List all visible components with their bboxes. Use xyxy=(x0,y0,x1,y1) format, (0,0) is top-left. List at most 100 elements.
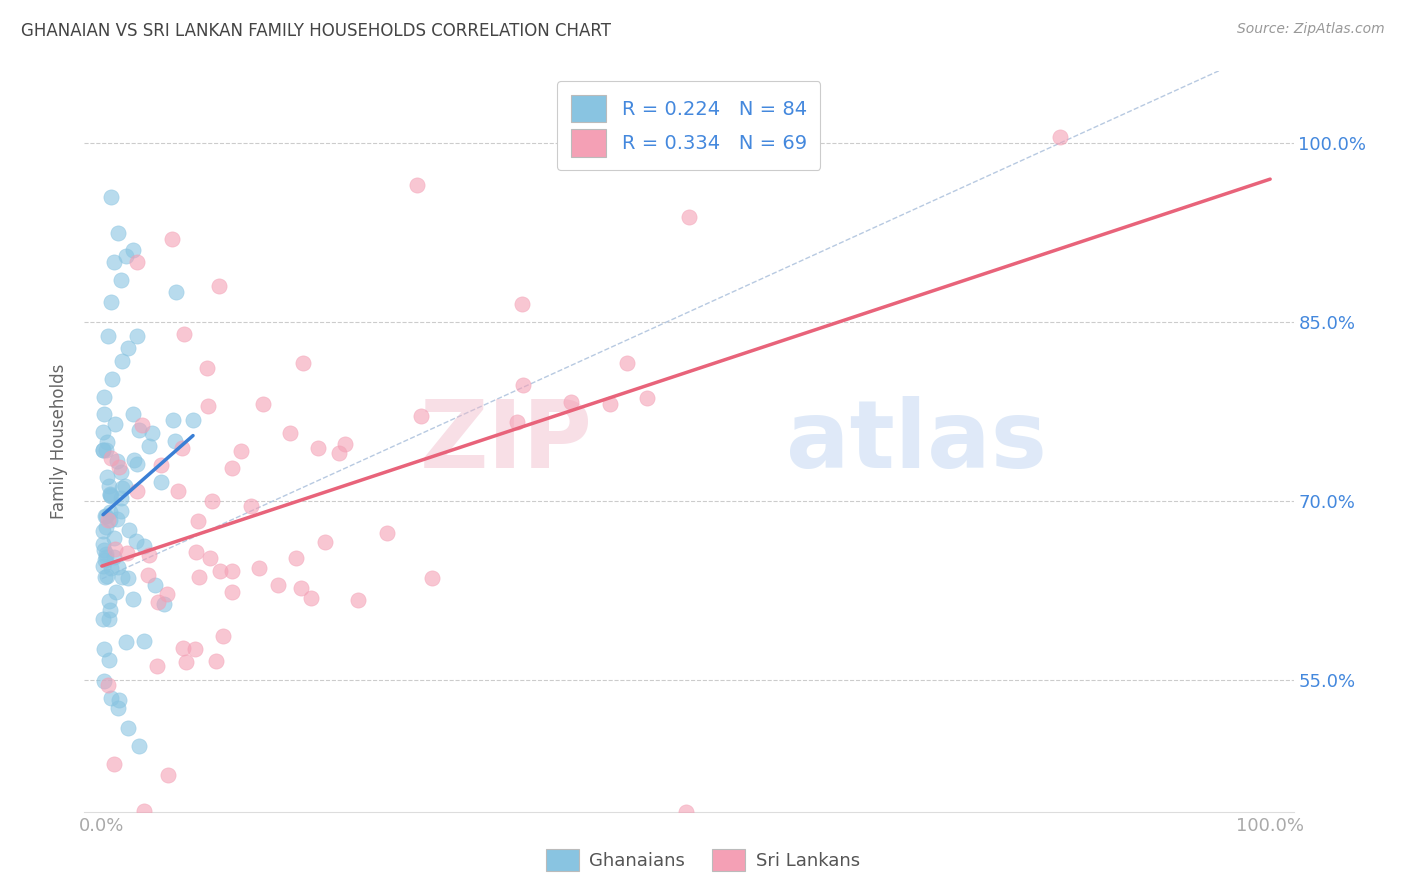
Point xyxy=(299,591,322,605)
Point xyxy=(328,446,350,460)
Point xyxy=(616,356,638,370)
Point xyxy=(91,537,114,551)
Point xyxy=(93,543,115,558)
Point xyxy=(128,423,150,437)
Text: GHANAIAN VS SRI LANKAN FAMILY HOUSEHOLDS CORRELATION CHART: GHANAIAN VS SRI LANKAN FAMILY HOUSEHOLDS… xyxy=(21,22,612,40)
Point xyxy=(184,641,207,656)
Point xyxy=(93,553,115,567)
Point xyxy=(375,525,398,540)
Legend: Ghanaians, Sri Lankans: Ghanaians, Sri Lankans xyxy=(538,842,868,879)
Point xyxy=(91,612,114,626)
Point xyxy=(91,443,114,458)
Point xyxy=(105,585,128,599)
Point xyxy=(212,629,235,643)
Point xyxy=(138,439,160,453)
Point xyxy=(134,539,156,553)
Point xyxy=(239,500,262,514)
Point xyxy=(290,822,312,837)
Point xyxy=(510,296,533,310)
Point xyxy=(173,327,195,342)
Point xyxy=(125,533,148,548)
Point xyxy=(100,489,122,503)
Point xyxy=(122,453,145,467)
Point xyxy=(231,444,253,458)
Point xyxy=(675,805,697,819)
Point xyxy=(110,273,132,287)
Point xyxy=(115,250,138,264)
Point xyxy=(170,441,193,455)
Point xyxy=(138,548,160,562)
Point xyxy=(107,559,129,574)
Point xyxy=(506,415,529,429)
Point xyxy=(91,442,114,457)
Point xyxy=(292,356,315,370)
Point xyxy=(97,513,120,527)
Point xyxy=(148,595,170,609)
Point xyxy=(98,594,121,608)
Point xyxy=(101,372,124,386)
Point xyxy=(94,550,117,565)
Point xyxy=(197,399,219,413)
Point xyxy=(125,458,148,472)
Point xyxy=(307,441,329,455)
Point xyxy=(104,541,127,556)
Point xyxy=(110,491,132,506)
Point xyxy=(125,255,148,269)
Point xyxy=(110,465,132,479)
Text: ZIP: ZIP xyxy=(419,395,592,488)
Point xyxy=(98,479,121,493)
Point xyxy=(110,569,132,583)
Point xyxy=(103,757,125,772)
Point xyxy=(98,487,121,501)
Point xyxy=(132,804,155,818)
Point xyxy=(141,425,163,440)
Point xyxy=(96,470,118,484)
Point xyxy=(94,570,117,584)
Point xyxy=(278,425,301,440)
Point xyxy=(118,524,141,538)
Point xyxy=(117,341,139,355)
Point xyxy=(93,407,115,421)
Point xyxy=(125,483,148,498)
Point xyxy=(98,488,121,502)
Point xyxy=(160,231,183,245)
Point xyxy=(94,508,117,523)
Point xyxy=(1049,130,1071,145)
Point xyxy=(100,450,122,465)
Point xyxy=(91,559,114,574)
Point xyxy=(347,592,370,607)
Point xyxy=(195,360,218,375)
Point xyxy=(187,514,209,528)
Point xyxy=(122,592,145,607)
Point xyxy=(98,505,121,519)
Point xyxy=(93,390,115,404)
Point xyxy=(131,418,153,433)
Point xyxy=(156,587,179,601)
Point xyxy=(422,571,444,585)
Point xyxy=(100,691,122,706)
Point xyxy=(96,435,118,450)
Point xyxy=(406,178,429,192)
Point xyxy=(132,634,155,648)
Point xyxy=(100,295,122,310)
Point xyxy=(209,564,232,578)
Point xyxy=(599,397,621,411)
Point xyxy=(93,673,115,688)
Point xyxy=(96,520,118,534)
Point xyxy=(117,721,139,735)
Point xyxy=(97,328,120,343)
Point xyxy=(97,653,120,667)
Point xyxy=(93,642,115,657)
Point xyxy=(284,550,307,565)
Point xyxy=(252,397,274,411)
Point xyxy=(145,578,167,592)
Point xyxy=(128,739,150,754)
Text: Source: ZipAtlas.com: Source: ZipAtlas.com xyxy=(1237,22,1385,37)
Point xyxy=(108,459,131,474)
Point xyxy=(145,659,167,673)
Point xyxy=(111,353,134,368)
Point xyxy=(96,442,118,457)
Point xyxy=(110,504,132,518)
Point xyxy=(111,481,134,495)
Point xyxy=(97,612,120,626)
